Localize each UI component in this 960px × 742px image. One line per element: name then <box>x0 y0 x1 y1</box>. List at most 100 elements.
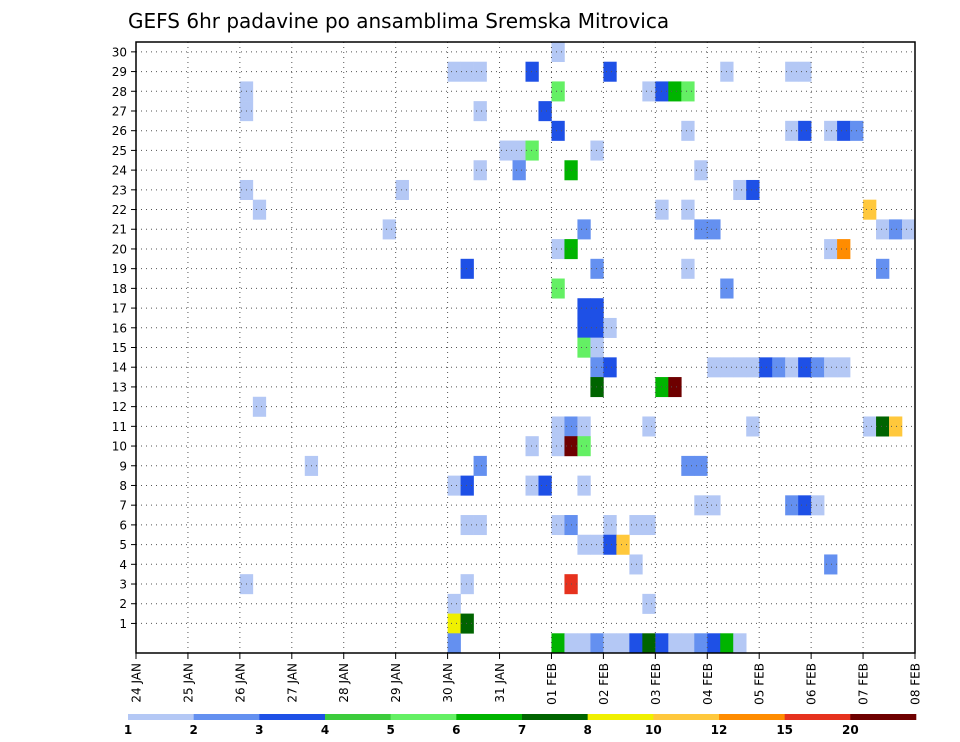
precip-cell <box>460 258 474 279</box>
precip-cell <box>876 219 890 240</box>
precip-cell <box>551 416 565 437</box>
y-tick-label: 18 <box>112 282 127 296</box>
precip-cell <box>824 239 838 260</box>
y-tick-label: 6 <box>119 518 127 532</box>
y-tick-label: 20 <box>112 242 127 256</box>
legend-swatch <box>325 714 391 720</box>
y-tick-label: 13 <box>112 380 127 394</box>
precip-cell <box>590 140 604 161</box>
precip-cell <box>460 515 474 536</box>
legend-swatch <box>587 714 654 720</box>
precip-cell <box>447 633 461 654</box>
y-tick-label: 9 <box>119 459 127 473</box>
precip-cell <box>694 219 708 240</box>
precip-cell <box>668 633 682 654</box>
precip-cell <box>603 534 617 555</box>
precip-cell <box>733 179 747 200</box>
legend-label: 12 <box>711 723 728 737</box>
y-tick-label: 7 <box>119 499 127 513</box>
y-tick-label: 21 <box>112 223 127 237</box>
y-tick-label: 22 <box>112 203 127 217</box>
precip-cell <box>642 81 656 102</box>
precip-cell <box>590 534 604 555</box>
precip-cell <box>629 633 643 654</box>
precip-cell <box>447 475 461 496</box>
precip-cell <box>746 357 760 378</box>
y-tick-label: 27 <box>112 104 127 118</box>
precip-cell <box>837 239 851 260</box>
precip-cell <box>590 633 604 654</box>
x-tick-label: 28 JAN <box>337 663 351 703</box>
precip-cell <box>603 515 617 536</box>
y-tick-label: 11 <box>112 420 127 434</box>
precip-cell <box>473 455 487 476</box>
legend-swatch <box>259 714 326 720</box>
precip-cell <box>642 515 656 536</box>
precip-cell <box>733 633 747 654</box>
precip-cell <box>577 337 591 358</box>
legend-swatch <box>390 714 457 720</box>
precip-cell <box>616 534 630 555</box>
y-tick-label: 24 <box>112 164 127 178</box>
precip-cell <box>577 475 591 496</box>
legend-label: 4 <box>321 723 329 737</box>
legend-label: 2 <box>189 723 197 737</box>
precip-cell <box>707 219 721 240</box>
x-tick-label: 29 JAN <box>389 663 403 703</box>
precip-cell <box>811 495 825 516</box>
y-tick-label: 12 <box>112 400 127 414</box>
x-tick-label: 01 FEB <box>545 663 559 705</box>
precip-cell <box>616 633 630 654</box>
precip-cell <box>889 416 903 437</box>
precip-cell <box>473 160 487 181</box>
precip-cell <box>551 42 565 63</box>
precip-cell <box>707 495 721 516</box>
legend-swatch <box>456 714 523 720</box>
x-tick-label: 03 FEB <box>649 663 663 705</box>
x-tick-label: 25 JAN <box>181 663 195 703</box>
legend-swatch <box>193 714 260 720</box>
precip-cell <box>863 199 877 220</box>
precip-cell <box>252 199 267 220</box>
legend-swatch <box>128 714 194 720</box>
y-tick-label: 5 <box>119 538 127 552</box>
legend-label: 5 <box>386 723 394 737</box>
legend-label: 8 <box>583 723 591 737</box>
precipitation-cells <box>239 42 916 654</box>
precip-cell <box>902 219 916 240</box>
legend-label: 10 <box>645 723 662 737</box>
precip-cell <box>824 120 838 141</box>
y-tick-label: 10 <box>112 440 127 454</box>
y-tick-label: 2 <box>119 597 127 611</box>
precip-cell <box>876 416 890 437</box>
precip-cell <box>707 357 721 378</box>
precip-cell <box>707 633 721 654</box>
y-tick-label: 16 <box>112 321 127 335</box>
legend-label: 1 <box>124 723 132 737</box>
y-tick-label: 1 <box>119 617 127 631</box>
legend-swatch <box>719 714 785 720</box>
y-tick-label: 14 <box>112 361 127 375</box>
precip-cell <box>577 219 591 240</box>
precip-cell <box>525 436 539 457</box>
precip-cell <box>473 61 487 82</box>
precip-cell <box>603 357 617 378</box>
precip-cell <box>551 81 565 102</box>
precip-cell <box>564 633 578 654</box>
precip-cell <box>577 436 591 457</box>
precip-cell <box>473 515 487 536</box>
precip-cell <box>590 377 604 398</box>
precip-cell <box>590 258 604 279</box>
precip-cell <box>798 357 812 378</box>
precip-cell <box>538 475 552 496</box>
precip-cell <box>694 160 708 181</box>
precip-cell <box>447 61 461 82</box>
y-tick-label: 25 <box>112 144 127 158</box>
legend-swatch <box>653 714 720 720</box>
x-tick-label: 08 FEB <box>909 663 923 705</box>
precip-cell <box>681 199 695 220</box>
precip-cell <box>889 219 903 240</box>
x-tick-label: 27 JAN <box>285 663 299 703</box>
y-tick-label: 28 <box>112 85 127 99</box>
precip-cell <box>577 416 591 437</box>
